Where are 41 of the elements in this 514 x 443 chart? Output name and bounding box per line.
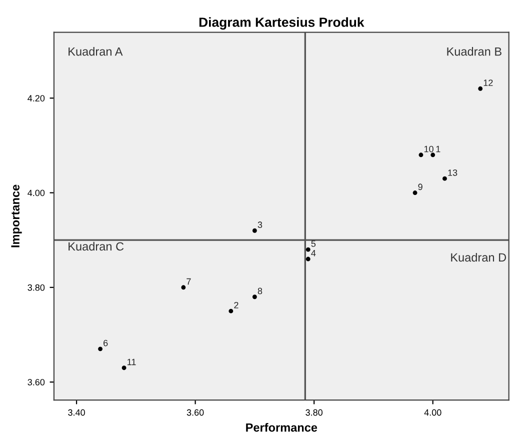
point: [478, 86, 483, 91]
annotation: 8: [258, 288, 262, 294]
annotation: Kuadran C: [68, 242, 124, 251]
point: [252, 228, 257, 233]
annotation: 12: [484, 80, 493, 86]
y-tick-label: 3.60: [28, 379, 45, 386]
point: [98, 346, 103, 352]
point: [181, 285, 186, 290]
point: [306, 256, 310, 262]
annotation: 5: [311, 240, 316, 247]
point: [252, 294, 257, 300]
point: [306, 247, 310, 252]
chart-title: Diagram Kartesius Produk: [199, 17, 364, 30]
annotation: 6: [104, 340, 108, 346]
point: [418, 152, 424, 158]
x-axis-title: Performance: [246, 423, 318, 432]
point: [442, 176, 447, 181]
annotation: 3: [258, 222, 262, 228]
annotation: 10: [424, 146, 434, 152]
x-tick-label: 3.40: [68, 409, 85, 416]
y-tick-label: 3.80: [28, 284, 45, 291]
annotation: 4: [311, 250, 316, 256]
point: [412, 190, 418, 195]
annotation: 2: [234, 302, 238, 308]
y-tick-label: 4.20: [28, 95, 45, 102]
annotation: Kuadran B: [447, 47, 502, 56]
x-tick-label: 3.60: [186, 409, 204, 416]
y-axis-title: Importance: [11, 184, 22, 248]
annotation: 13: [448, 169, 458, 176]
x-tick-label: 4.00: [424, 409, 442, 416]
point: [430, 152, 436, 158]
point: [122, 366, 126, 370]
annotation: 1: [436, 146, 440, 152]
annotation: 7: [186, 278, 191, 285]
point: [228, 308, 234, 314]
annotation: Kuadran D: [451, 252, 506, 262]
annotation: 9: [418, 184, 422, 190]
annotation: 11: [128, 358, 136, 366]
annotation: Kuadran A: [68, 47, 123, 56]
x-tick-label: 3.80: [306, 409, 323, 416]
y-tick-label: 4.00: [28, 190, 45, 196]
